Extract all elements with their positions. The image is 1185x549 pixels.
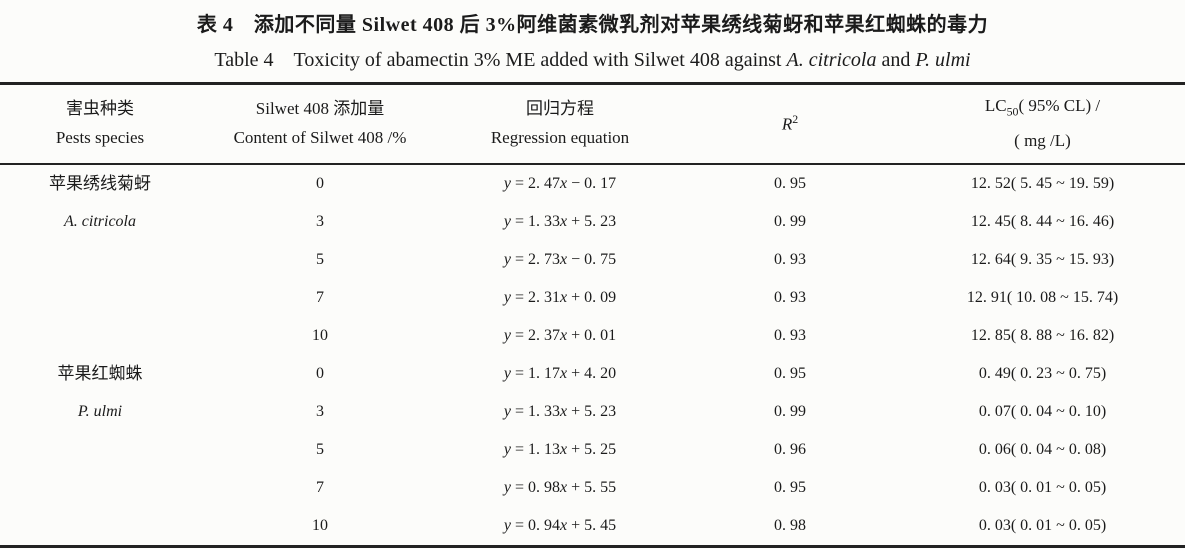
header-pests-en: Pests species [55,128,145,148]
table-header: 害虫种类 Pests species Silwet 408 添加量 Conten… [0,83,1185,166]
r2-cell: 0. 96 [774,441,806,459]
content-cell: 0 [316,365,324,383]
lc50-cell: 0. 07( 0. 04 ~ 0. 10) [978,403,1107,421]
r2-cell: 0. 93 [774,327,806,345]
table-row: 5 y = 2. 73x − 0. 75 0. 93 12. 64( 9. 35… [0,241,1185,279]
lc50-cell: 12. 85( 8. 88 ~ 16. 82) [970,327,1115,345]
header-lc50-base: LC [984,96,1007,115]
equation-cell: y = 0. 94x + 5. 45 [503,517,617,535]
content-cell: 5 [316,441,324,459]
lc50-cell: 0. 03( 0. 01 ~ 0. 05) [978,479,1107,497]
lc50-cell: 0. 49( 0. 23 ~ 0. 75) [978,365,1107,383]
lc50-cell: 12. 64( 9. 35 ~ 15. 93) [970,251,1115,269]
header-content-zh: Silwet 408 添加量 [255,99,385,119]
table-title-en: Table 4 Toxicity of abamectin 3% ME adde… [214,49,971,71]
table-row: 苹果绣线菊蚜 A. citricola 0 y = 2. 47x − 0. 17… [0,164,1185,230]
equation-cell: y = 2. 37x + 0. 01 [503,327,617,345]
r2-cell: 0. 93 [774,289,806,307]
header-content-en: Content of Silwet 408 /% [233,128,407,148]
header-regression: 回归方程 Regression equation [440,83,680,166]
content-cell: 3 [316,403,324,421]
equation-cell: y = 2. 47x − 0. 17 [503,175,617,193]
equation-cell: y = 1. 33x + 5. 23 [503,403,617,421]
header-r2-symbol: R [781,114,793,134]
content-cell: 5 [316,251,324,269]
equation-cell: y = 1. 13x + 5. 25 [503,441,617,459]
content-cell: 0 [316,175,324,193]
content-cell: 7 [316,479,324,497]
content-cell: 10 [312,327,328,345]
equation-cell: y = 2. 73x − 0. 75 [503,251,617,269]
lc50-cell: 0. 06( 0. 04 ~ 0. 08) [978,441,1107,459]
header-lc50-subscript: 50 [1006,104,1019,119]
table-row: 7 y = 0. 98x + 5. 55 0. 95 0. 03( 0. 01 … [0,469,1185,507]
r2-cell: 0. 95 [774,365,806,383]
species-zh: 苹果红蜘蛛 [57,364,143,384]
header-lc50-line2: ( mg /L) [1014,131,1071,151]
equation-cell: y = 1. 33x + 5. 23 [503,213,617,231]
r2-cell: 0. 95 [774,479,806,497]
header-lc50: LC50( 95% CL) / ( mg /L) [900,83,1185,166]
species-cell-citricola: 苹果绣线菊蚜 A. citricola [0,164,200,355]
equation-cell: y = 2. 31x + 0. 09 [503,289,617,307]
content-cell: 3 [316,213,324,231]
header-r2-exponent: 2 [792,111,799,126]
r2-cell: 0. 99 [774,213,806,231]
lc50-cell: 12. 45( 8. 44 ~ 16. 46) [970,213,1115,231]
table-body: 苹果绣线菊蚜 A. citricola 0 y = 2. 47x − 0. 17… [0,164,1185,547]
species-name-italic: A. citricola [786,49,877,71]
table-row: 3 y = 1. 33x + 5. 23 0. 99 12. 45( 8. 44… [0,203,1185,241]
table-title-zh: 表 4 添加不同量 Silwet 408 后 3%阿维菌素微乳剂对苹果绣线菊蚜和… [196,14,989,36]
header-r2: R2 [680,83,900,166]
content-cell: 7 [316,289,324,307]
header-regression-zh: 回归方程 [526,99,594,119]
header-regression-en: Regression equation [490,128,630,148]
table-row: 10 y = 2. 37x + 0. 01 0. 93 12. 85( 8. 8… [0,317,1185,355]
equation-cell: y = 1. 17x + 4. 20 [503,365,617,383]
content-cell: 10 [312,517,328,535]
r2-cell: 0. 95 [774,175,806,193]
header-pests-zh: 害虫种类 [66,99,134,119]
species-latin: P. ulmi [77,403,123,421]
lc50-cell: 12. 52( 5. 45 ~ 19. 59) [970,175,1115,193]
table-row: 5 y = 1. 13x + 5. 25 0. 96 0. 06( 0. 04 … [0,431,1185,469]
header-lc50-rest: ( 95% CL) / [1018,96,1101,115]
lc50-cell: 0. 03( 0. 01 ~ 0. 05) [978,517,1107,535]
species-latin: A. citricola [64,213,136,231]
r2-cell: 0. 93 [774,251,806,269]
table-row: 10 y = 0. 94x + 5. 45 0. 98 0. 03( 0. 01… [0,507,1185,547]
species-zh: 苹果绣线菊蚜 [49,174,151,194]
r2-cell: 0. 98 [774,517,806,535]
header-pests: 害虫种类 Pests species [0,83,200,166]
table-row: 苹果红蜘蛛 P. ulmi 0 y = 1. 17x + 4. 20 0. 95… [0,355,1185,420]
species-name-italic: P. ulmi [915,49,971,71]
table-row: 3 y = 1. 33x + 5. 23 0. 99 0. 07( 0. 04 … [0,393,1185,431]
table-row: 7 y = 2. 31x + 0. 09 0. 93 12. 91( 10. 0… [0,279,1185,317]
toxicity-table: 害虫种类 Pests species Silwet 408 添加量 Conten… [0,82,1185,549]
header-lc50-line1: LC50( 95% CL) / [900,91,1185,126]
species-cell-ulmi: 苹果红蜘蛛 P. ulmi [0,355,200,547]
lc50-cell: 12. 91( 10. 08 ~ 15. 74) [966,289,1119,307]
header-content: Silwet 408 添加量 Content of Silwet 408 /% [200,83,440,166]
equation-cell: y = 0. 98x + 5. 55 [503,479,617,497]
r2-cell: 0. 99 [774,403,806,421]
table-title-en-mid: and [876,49,916,71]
